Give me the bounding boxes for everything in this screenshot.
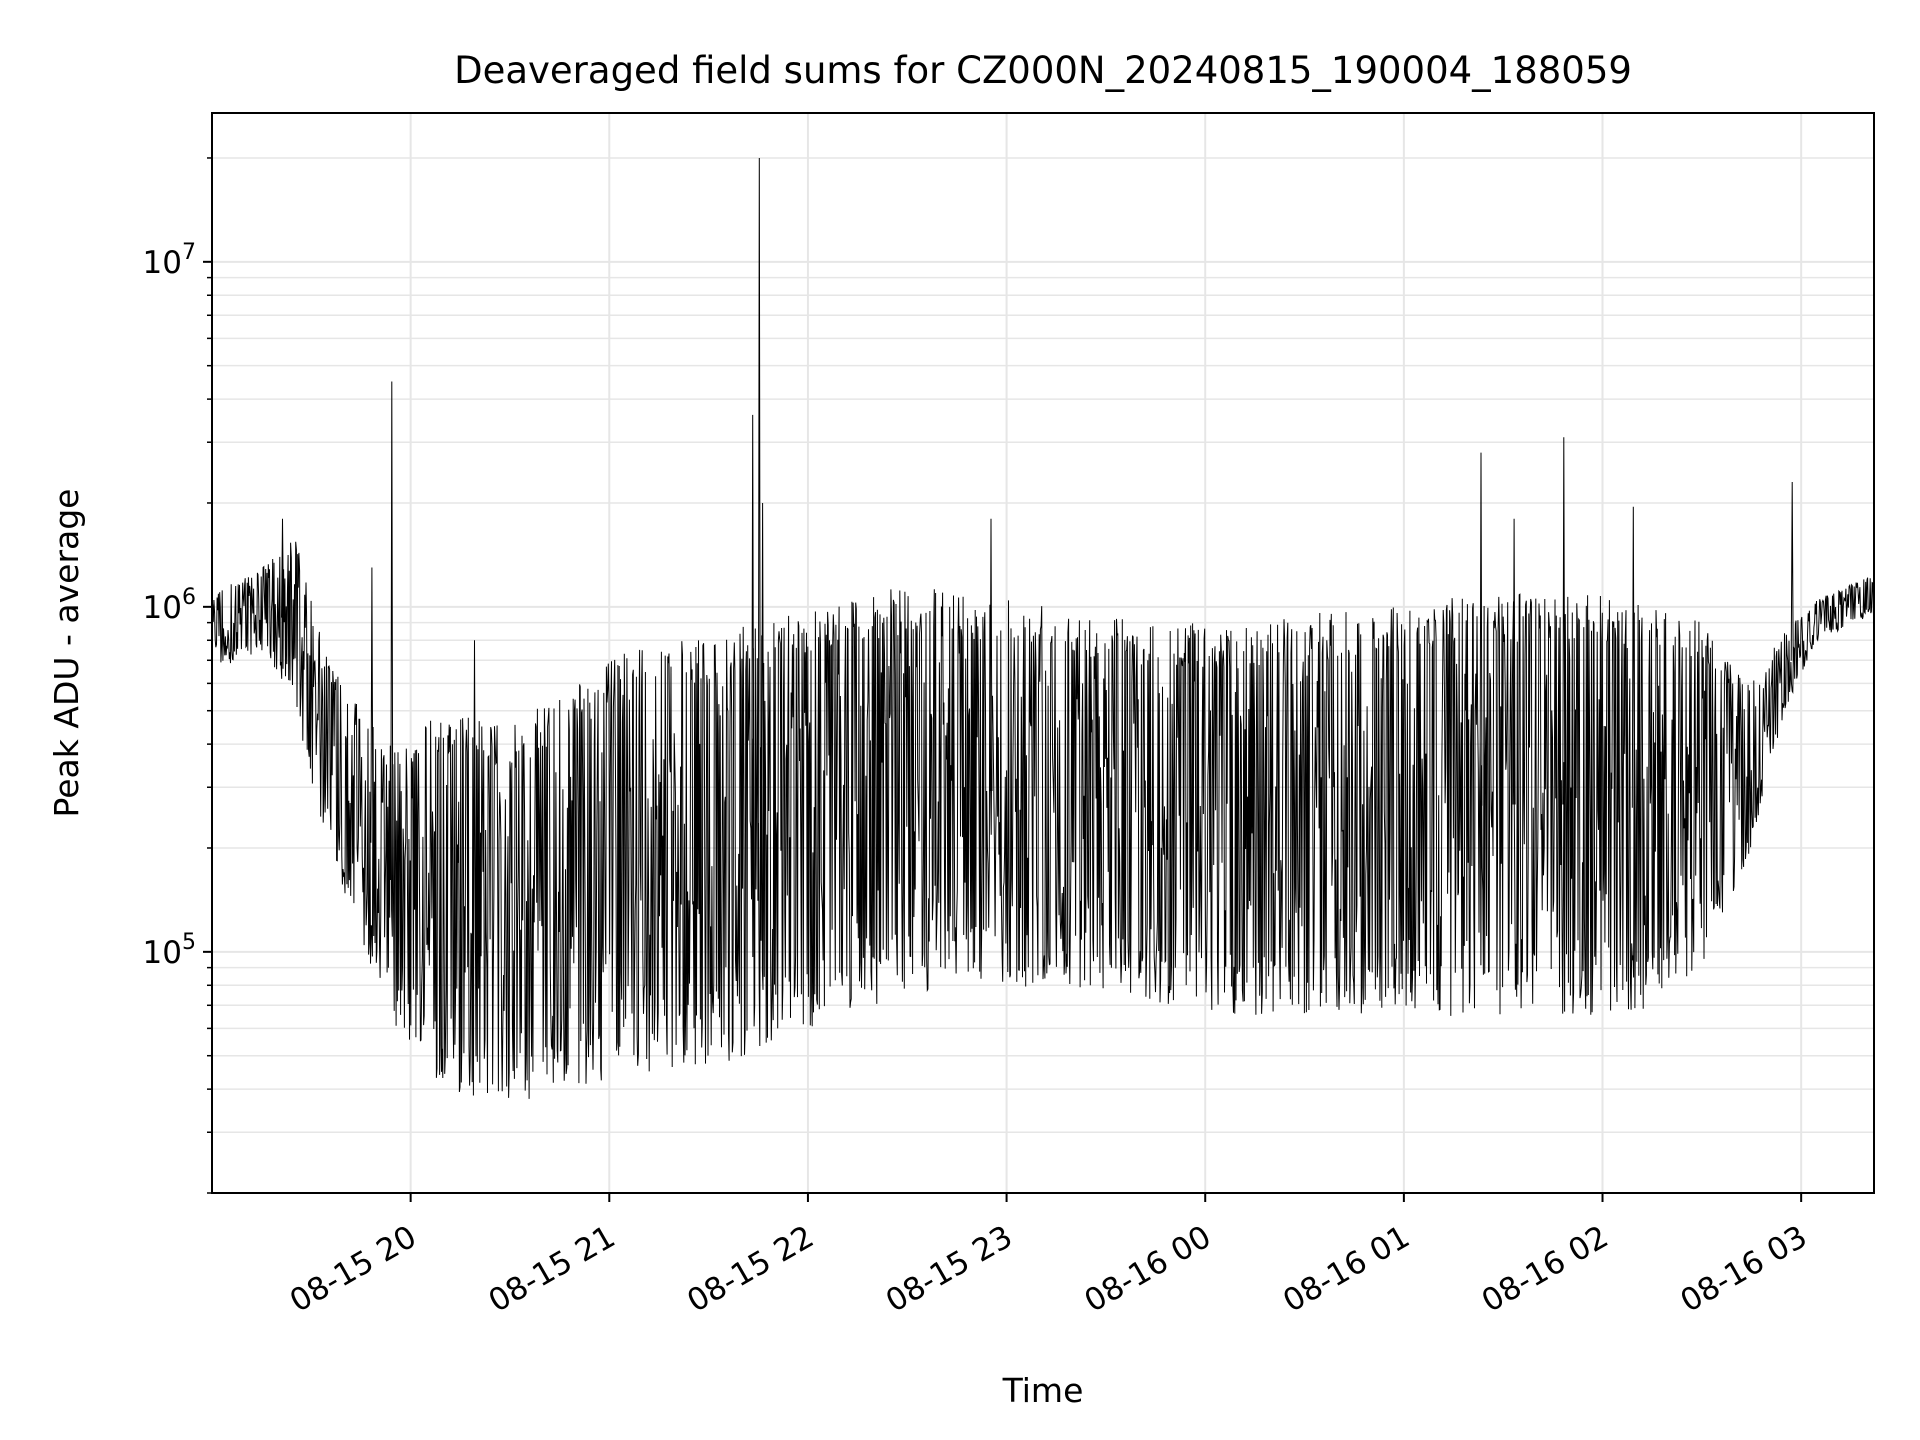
- x-axis-label: Time: [1002, 1371, 1084, 1410]
- y-axis: 105 106 107: [143, 157, 212, 1194]
- y-tick-label: 105: [143, 930, 196, 971]
- chart-title: Deaveraged field sums for CZ000N_2024081…: [454, 49, 1632, 92]
- plot-frame: [211, 112, 1875, 1194]
- series-line: [211, 157, 1875, 1099]
- y-tick-label: 107: [143, 240, 196, 281]
- plot-area: [211, 157, 1875, 1099]
- y-axis-label: Peak ADU - average: [47, 489, 86, 818]
- y-tick-label: 106: [143, 585, 196, 626]
